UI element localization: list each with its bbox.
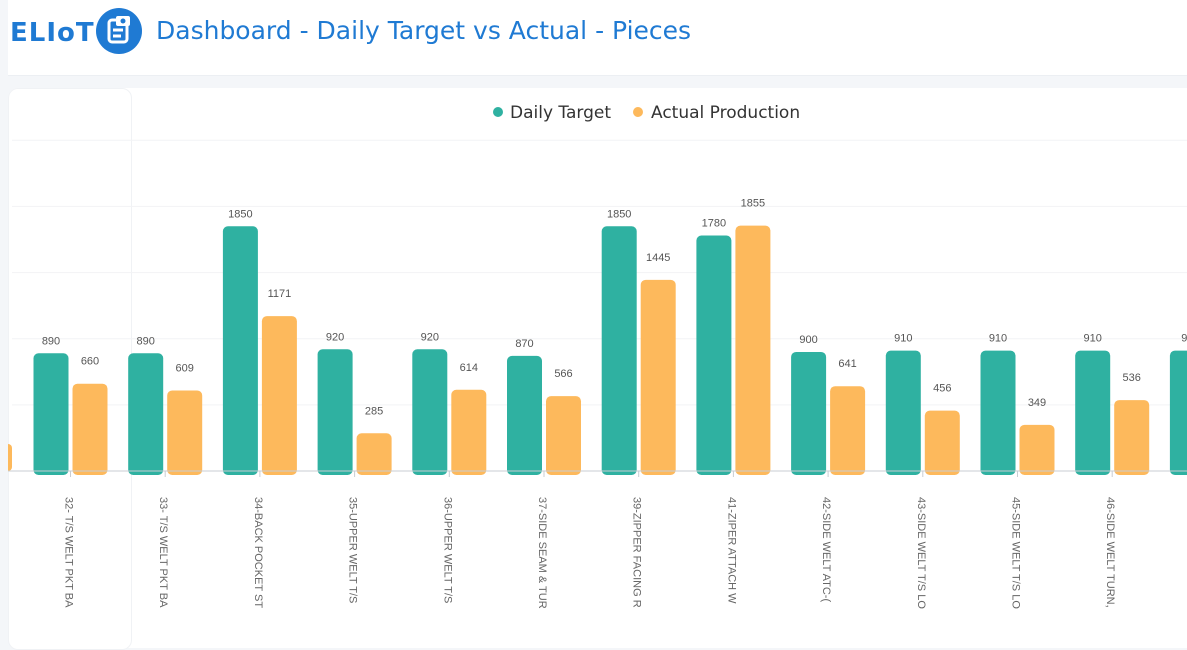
data-label-target: 910 [989,333,1007,345]
bar-actual-production [830,386,866,475]
data-label-target: 910 [894,333,912,345]
data-label-target: 1780 [702,218,726,230]
header-bar: ELIoT Dashboard - Daily Target vs Actual… [0,0,1187,76]
data-label-target: 1850 [607,208,631,220]
x-tick-label: 34-BACK POCKET ST [252,497,264,608]
legend-marker [493,107,503,117]
bar-daily-target [317,349,353,475]
bar-actual-production [735,225,771,475]
bar-daily-target [412,349,448,475]
bar-actual-production [924,410,960,475]
data-label-target: 870 [515,338,533,350]
x-tick-label: 39-ZIPPER FACING R [631,497,643,608]
data-label-target: 1850 [228,208,252,220]
data-label-target: 920 [421,331,439,343]
bar-actual-production [1019,424,1055,475]
data-label-target: 920 [326,331,344,343]
legend-label: Daily Target [510,103,611,123]
bar-chart: 890 660 32- T/S WELT PKT BA 890 609 33- T/S W… [0,103,1187,610]
side-panel [8,88,132,650]
bar-daily-target [791,351,827,475]
bar-daily-target [33,353,69,475]
bar-actual-production [546,396,581,475]
bar-daily-target [980,350,1016,475]
data-label-actual: 614 [460,362,478,374]
bar-daily-target [507,355,542,475]
data-label-actual: 609 [176,362,194,374]
legend-label: Actual Production [651,103,800,123]
bar-daily-target [128,353,164,475]
bar-actual-production [167,390,203,475]
x-tick-label: 46-SIDE WELT TURN, [1104,497,1116,608]
data-label-actual: 349 [1028,397,1046,409]
data-label-actual: 1855 [741,198,765,210]
bar-actual-production [640,279,676,475]
logo-text: ELIoT [10,18,95,48]
bar-daily-target [1075,350,1111,475]
x-tick-label: 41-ZIPER ATTACH W [725,497,737,604]
data-label-actual: 456 [933,383,951,395]
data-label-target: 910 [1084,333,1102,345]
data-label-actual: 566 [554,368,572,380]
x-tick-label: 33- T/S WELT PKT BA [157,497,169,608]
data-label-actual: 536 [1123,372,1141,384]
bar-actual-production [451,389,487,475]
data-label-actual: 1445 [646,252,670,264]
x-tick-label: 45-SIDE WELT T/S LO [1010,497,1022,609]
x-tick-label: 37-SIDE SEAM & TUR [536,497,548,609]
data-label-target: 890 [42,335,60,347]
data-label-target: 91 [1181,333,1187,345]
bar-actual-production [261,316,297,475]
data-label-actual: 1171 [268,288,292,300]
data-label-actual: 660 [81,356,99,368]
data-label-target: 900 [799,334,817,346]
x-tick-label: 42-SIDE WELT ATC-( [820,497,832,602]
x-tick-label: 43-SIDE WELT T/S LO [915,497,927,609]
bar-daily-target [696,235,732,475]
bar-actual-production [1114,400,1150,475]
bar-actual-production [72,383,108,475]
x-tick-label: 36-UPPER WELT T/S [441,497,453,603]
data-label-actual: 285 [365,405,383,417]
page-title: Dashboard - Daily Target vs Actual - Pie… [156,16,692,45]
bar-daily-target [885,350,921,475]
logo-icon [96,8,142,54]
bar-daily-target [601,226,637,475]
x-tick-label: 35-UPPER WELT T/S [347,497,359,603]
legend-marker [633,107,643,117]
x-tick-label: 32- T/S WELT PKT BA [63,497,75,608]
bar-daily-target [1169,350,1187,475]
data-label-target: 890 [137,335,155,347]
data-label-actual: 641 [838,358,856,370]
bar-daily-target [222,226,258,475]
bar-actual-production [356,433,392,475]
